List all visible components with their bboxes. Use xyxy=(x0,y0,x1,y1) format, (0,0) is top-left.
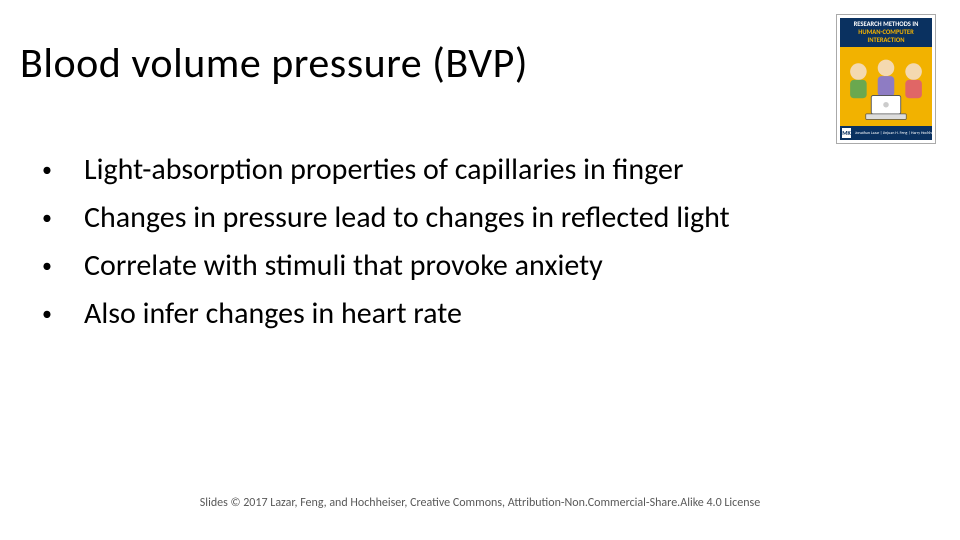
book-authors: Jonathan Lazar | Jinjuan H. Feng | Harry… xyxy=(855,131,932,136)
book-cover-illustration xyxy=(840,47,932,126)
bullet-marker: • xyxy=(36,246,84,286)
bullet-item: • Light-absorption properties of capilla… xyxy=(36,150,856,190)
bullet-item: • Also infer changes in heart rate xyxy=(36,294,856,334)
slide: Blood volume pressure (BVP) RESEARCH MET… xyxy=(0,0,960,540)
book-cover-header: RESEARCH METHODS IN HUMAN-COMPUTER INTER… xyxy=(840,18,932,47)
bullet-text: Changes in pressure lead to changes in r… xyxy=(84,198,730,238)
book-cover-inner: RESEARCH METHODS IN HUMAN-COMPUTER INTER… xyxy=(840,18,932,140)
bullet-text: Light-absorption properties of capillari… xyxy=(84,150,683,190)
bullet-marker: • xyxy=(36,198,84,238)
publisher-mark: MK xyxy=(842,128,851,138)
slide-title: Blood volume pressure (BVP) xyxy=(20,38,528,89)
bullet-item: • Correlate with stimuli that provoke an… xyxy=(36,246,856,286)
book-cover-thumbnail: RESEARCH METHODS IN HUMAN-COMPUTER INTER… xyxy=(836,14,936,144)
bullet-marker: • xyxy=(36,294,84,334)
bullet-item: • Changes in pressure lead to changes in… xyxy=(36,198,856,238)
bullet-marker: • xyxy=(36,150,84,190)
bullet-list: • Light-absorption properties of capilla… xyxy=(36,150,856,342)
slide-footer: Slides © 2017 Lazar, Feng, and Hochheise… xyxy=(0,496,960,510)
bullet-text: Also infer changes in heart rate xyxy=(84,294,462,334)
bullet-text: Correlate with stimuli that provoke anxi… xyxy=(84,246,603,286)
book-header-line3: INTERACTION xyxy=(842,37,930,45)
book-cover-footer: MK Jonathan Lazar | Jinjuan H. Feng | Ha… xyxy=(840,126,932,140)
